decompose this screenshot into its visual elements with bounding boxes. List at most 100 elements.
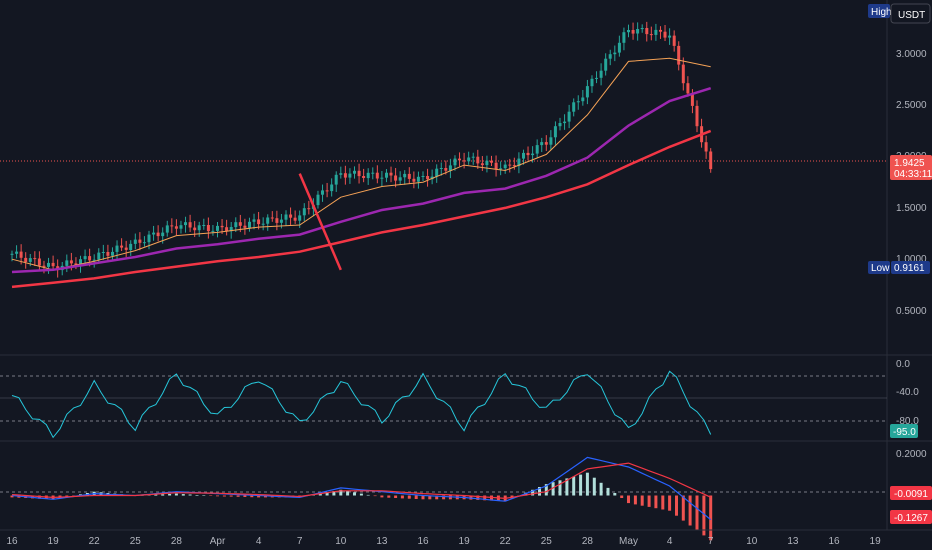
candle-body: [690, 93, 694, 106]
time-tick: May: [619, 536, 638, 547]
histogram-bar: [400, 495, 404, 499]
candle-body: [252, 219, 256, 222]
histogram-bar: [353, 492, 356, 496]
candle-body: [293, 217, 297, 221]
candle-body: [412, 178, 416, 182]
candlestick-series: [10, 21, 713, 278]
candle-body: [339, 173, 343, 175]
candle-body: [709, 151, 713, 170]
candle-body: [394, 175, 398, 181]
price-tick: 1.5000: [896, 203, 927, 214]
candle-body: [106, 252, 110, 256]
histogram-bar: [414, 495, 418, 499]
time-tick: 13: [376, 536, 388, 547]
time-tick: 7: [297, 536, 303, 547]
candle-body: [161, 232, 165, 237]
osc-value-tag: [890, 424, 918, 438]
histogram-bar: [168, 493, 172, 496]
candle-body: [202, 225, 206, 226]
candle-body: [371, 172, 375, 174]
candle-body: [298, 215, 302, 221]
currency-button[interactable]: [890, 3, 931, 24]
time-axis[interactable]: 16 19 22 25 28 Apr 4 7 10 13 16 19 22 25 28 May 4 7 10 13 16…: [6, 536, 881, 547]
oscillator-axis[interactable]: 0.0 -40.0 -80.0: [896, 359, 919, 427]
time-tick: 19: [870, 536, 882, 547]
candle-body: [28, 258, 32, 262]
time-tick: 19: [459, 536, 471, 547]
candle-body: [403, 173, 407, 178]
histogram-bar: [531, 489, 535, 496]
candle-body: [101, 252, 105, 253]
candle-body: [585, 86, 589, 98]
histogram-bar: [154, 494, 158, 496]
candle-body: [608, 54, 612, 59]
candle-body: [416, 176, 420, 182]
osc-tick: 0.0: [896, 359, 910, 370]
candle-body: [51, 262, 55, 267]
time-tick: 16: [828, 536, 840, 547]
candle-body: [490, 160, 493, 163]
candle-body: [649, 34, 653, 36]
candle-body: [330, 184, 334, 192]
histogram-bar: [387, 495, 391, 498]
candle-body: [111, 251, 114, 256]
candle-body: [672, 35, 676, 46]
candle-body: [453, 158, 457, 166]
candle-body: [663, 31, 667, 38]
candle-body: [10, 253, 14, 255]
histogram-bar: [346, 491, 350, 496]
histogram-bar: [339, 489, 343, 496]
histogram-bar: [181, 494, 185, 496]
macd-series: [10, 456, 713, 541]
candle-body: [206, 225, 210, 232]
candle-body: [270, 217, 274, 219]
candle-body: [357, 170, 361, 177]
candle-body: [334, 174, 338, 185]
candle-body: [407, 173, 411, 179]
macd-axis[interactable]: 0.2000: [896, 449, 927, 460]
candle-body: [83, 256, 87, 260]
histogram-bar: [558, 480, 562, 496]
candle-body: [88, 256, 92, 261]
histogram-bar: [202, 495, 206, 496]
histogram-bar: [579, 474, 583, 496]
candle-body: [257, 219, 261, 225]
ema-slow-2-line: [298, 173, 342, 271]
candle-body: [284, 214, 288, 220]
candle-body: [695, 105, 699, 127]
time-tick: 7: [708, 536, 714, 547]
countdown-timer: 04:33:11: [894, 169, 932, 180]
histogram-bar: [599, 482, 603, 496]
histogram-bar: [620, 495, 624, 498]
time-tick: 13: [787, 536, 799, 547]
candle-body: [302, 208, 306, 216]
histogram-bar: [394, 495, 398, 498]
candle-body: [33, 258, 37, 260]
histogram-bar: [236, 495, 240, 497]
histogram-bar: [421, 495, 425, 500]
candle-body: [421, 176, 425, 177]
candle-body: [581, 97, 585, 102]
candle-body: [604, 58, 608, 71]
candle-body: [499, 168, 503, 170]
candle-body: [645, 28, 649, 35]
histogram-bar: [359, 493, 363, 496]
candle-body: [540, 142, 544, 146]
histogram-bar: [65, 495, 69, 497]
histogram-bar: [222, 495, 226, 497]
candle-body: [659, 29, 662, 32]
time-tick: 28: [171, 536, 183, 547]
histogram-bar: [640, 495, 644, 506]
histogram-bar: [257, 495, 261, 498]
candle-body: [147, 234, 151, 243]
candle-body: [197, 225, 201, 231]
histogram-bar: [627, 495, 630, 504]
candle-body: [535, 145, 539, 154]
candle-body: [599, 70, 603, 78]
histogram-bar: [709, 495, 713, 541]
price-axis[interactable]: 3.0000 2.5000 2.0000 1.5000 1.0000 0.500…: [896, 49, 927, 317]
candle-body: [485, 160, 489, 166]
candle-body: [590, 78, 594, 87]
candle-body: [307, 208, 311, 210]
